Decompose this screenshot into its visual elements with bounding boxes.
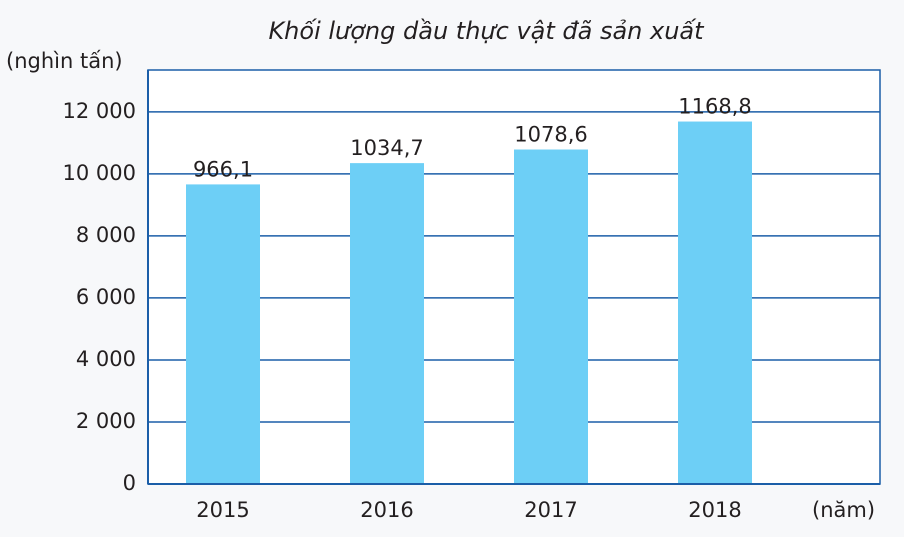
y-tick-label: 2 000: [76, 409, 136, 433]
x-tick-label: 2015: [196, 498, 249, 522]
y-tick-label: 4 000: [76, 347, 136, 371]
x-tick-label: 2018: [688, 498, 741, 522]
y-tick-label: 0: [123, 471, 136, 495]
y-tick-label: 6 000: [76, 285, 136, 309]
bar: [678, 121, 752, 484]
y-axis-label: (nghìn tấn): [6, 49, 123, 73]
y-tick-label: 8 000: [76, 223, 136, 247]
x-axis-label: (năm): [812, 498, 875, 522]
x-tick-label: 2017: [524, 498, 577, 522]
value-label: 1078,6: [514, 123, 587, 147]
x-tick-label: 2016: [360, 498, 413, 522]
value-label: 966,1: [193, 157, 253, 181]
value-label: 1168,8: [678, 95, 751, 119]
bar: [186, 184, 260, 484]
y-tick-label: 10 000: [63, 161, 136, 185]
chart-title: Khối lượng dầu thực vật đã sản xuất: [268, 17, 705, 45]
bar: [350, 163, 424, 484]
y-tick-label: 12 000: [63, 99, 136, 123]
bar: [514, 149, 588, 484]
value-label: 1034,7: [350, 136, 423, 160]
